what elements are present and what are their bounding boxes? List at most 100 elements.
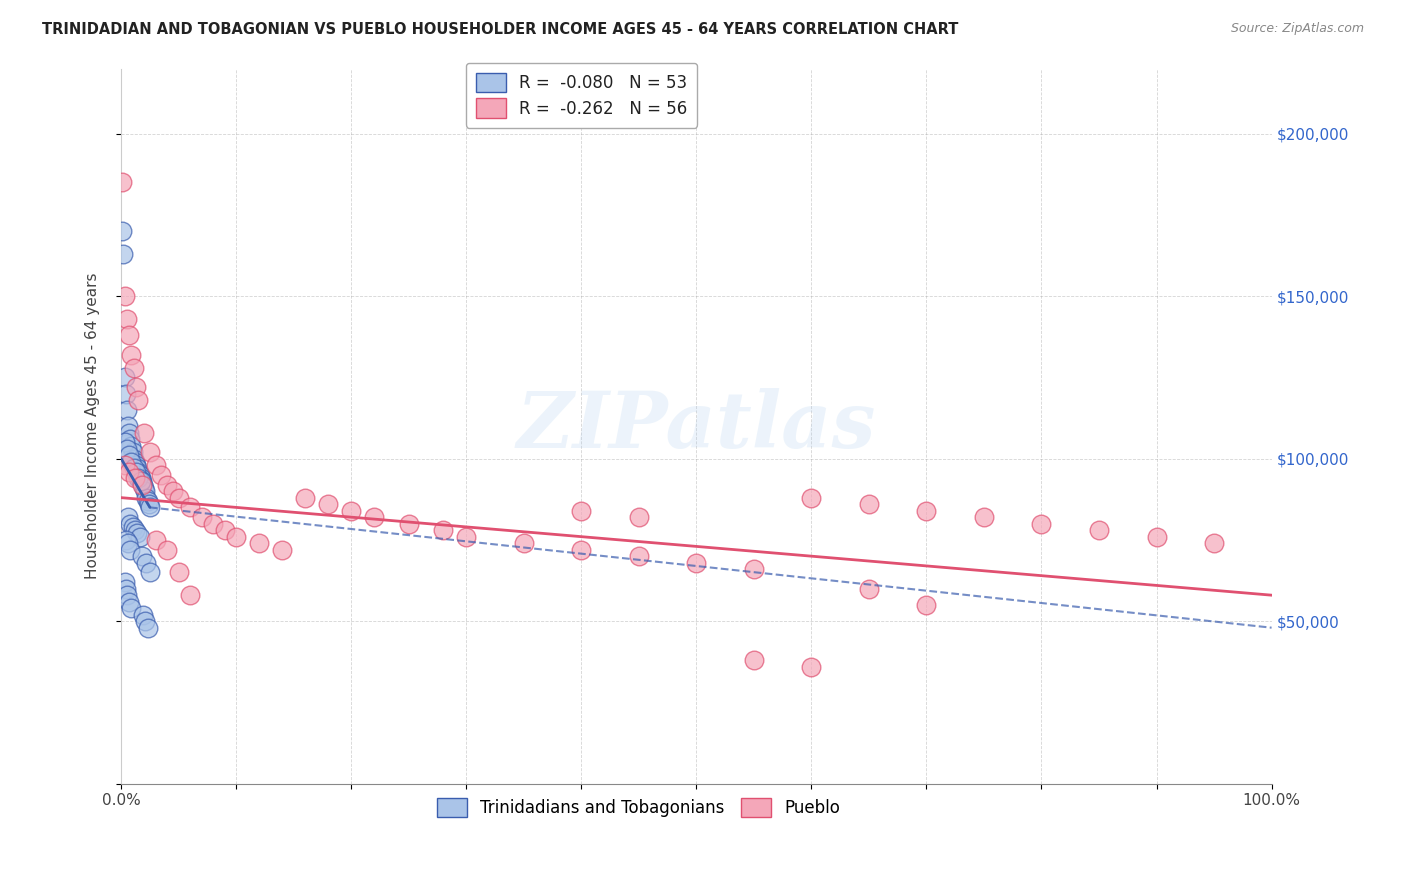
Point [135,556,157,570]
Point [121,445,143,459]
Point [432,523,454,537]
Point [114,575,136,590]
Point [214,523,236,537]
Point [132,477,155,491]
Point [131,549,153,564]
Point [156,477,179,491]
Point [118,425,141,440]
Point [150,467,173,482]
Point [139,445,162,459]
Point [179,500,201,515]
Point [115,442,138,456]
Point [627,549,650,564]
Y-axis label: Householder Income Ages 45 - 64 years: Householder Income Ages 45 - 64 years [86,273,100,580]
Point [115,402,138,417]
Point [915,598,938,612]
Point [128,530,150,544]
Point [202,516,225,531]
Point [114,458,136,472]
Point [316,497,339,511]
Point [685,556,707,570]
Text: TRINIDADIAN AND TOBAGONIAN VS PUEBLO HOUSEHOLDER INCOME AGES 45 - 64 YEARS CORRE: TRINIDADIAN AND TOBAGONIAN VS PUEBLO HOU… [42,22,959,37]
Point [114,435,136,450]
Point [115,311,138,326]
Point [118,595,141,609]
Point [117,510,139,524]
Point [118,449,141,463]
Point [127,471,149,485]
Point [117,536,139,550]
Point [135,491,157,505]
Point [124,455,146,469]
Point [114,386,136,401]
Point [627,510,650,524]
Point [1031,516,1053,531]
Point [122,461,145,475]
Point [121,455,143,469]
Text: Source: ZipAtlas.com: Source: ZipAtlas.com [1230,22,1364,36]
Point [114,370,136,384]
Point [800,659,823,673]
Point [111,175,134,189]
Point [131,477,153,491]
Point [121,348,143,362]
Point [120,542,142,557]
Point [800,491,823,505]
Point [125,458,148,472]
Point [973,510,995,524]
Point [162,484,184,499]
Point [127,393,149,408]
Point [129,471,152,485]
Point [513,536,536,550]
Point [742,653,765,667]
Point [145,458,167,472]
Point [167,566,190,580]
Point [114,582,136,596]
Point [120,516,142,531]
Point [569,503,592,517]
Point [294,491,316,505]
Point [121,601,143,615]
Point [117,419,139,434]
Point [114,533,136,547]
Point [247,536,270,550]
Point [127,526,149,541]
Point [127,461,149,475]
Point [121,439,143,453]
Point [145,533,167,547]
Point [167,491,190,505]
Point [1202,536,1225,550]
Point [858,497,880,511]
Point [121,520,143,534]
Point [120,432,142,446]
Point [139,500,162,515]
Point [125,465,148,479]
Text: ZIPatlas: ZIPatlas [516,388,876,465]
Point [134,425,156,440]
Point [125,380,148,394]
Point [128,467,150,482]
Point [111,224,134,238]
Point [136,621,159,635]
Point [156,542,179,557]
Point [134,614,156,628]
Point [858,582,880,596]
Point [138,497,160,511]
Point [139,566,162,580]
Point [131,475,153,489]
Point [122,451,145,466]
Point [190,510,212,524]
Point [122,360,145,375]
Point [124,523,146,537]
Point [129,475,152,489]
Point [127,465,149,479]
Point [118,328,141,343]
Point [136,494,159,508]
Point [569,542,592,557]
Point [915,503,938,517]
Point [271,542,294,557]
Point [340,503,363,517]
Legend: Trinidadians and Tobagonians, Pueblo: Trinidadians and Tobagonians, Pueblo [429,789,849,825]
Point [398,516,420,531]
Point [114,289,136,303]
